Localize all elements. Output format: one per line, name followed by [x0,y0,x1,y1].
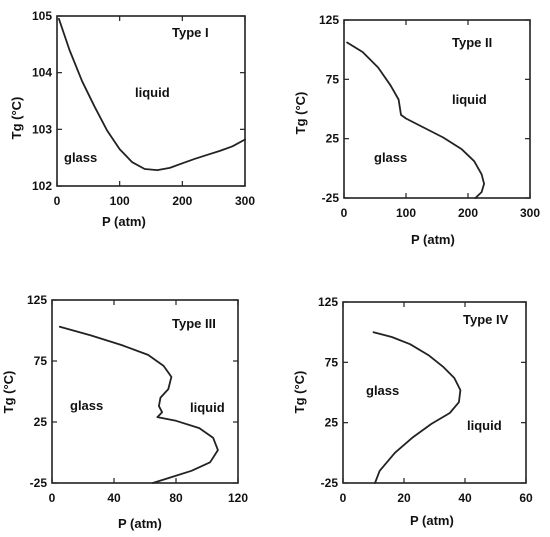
y-tick-labels: -25 25 75 125 [319,13,339,205]
region-label-liquid: liquid [190,400,225,415]
type-label: Type I [172,25,209,40]
axis-ticks [51,299,239,484]
x-tick-label: 20 [397,491,411,505]
x-axis-title: P (atm) [118,516,162,531]
plot-frame [56,15,246,187]
y-tick-label: 125 [27,293,47,307]
y-tick-label: 103 [32,122,52,136]
tg-curve [372,331,462,484]
y-tick-label: 125 [319,13,339,27]
y-tick-label: 104 [32,66,52,80]
x-tick-labels: 0 20 40 60 [340,491,533,505]
type-label: Type IV [463,312,509,327]
region-label-glass: glass [366,383,399,398]
tg-curve [58,17,246,171]
x-tick-label: 200 [172,194,192,208]
tg-curve [58,325,219,484]
y-tick-label: 125 [318,295,338,309]
y-tick-label: 25 [325,416,339,430]
axis-ticks [343,19,531,199]
panel-type-1: 0 100 200 300 102 103 104 105 Type I liquid gl… [9,9,255,229]
plot-frame [51,299,239,484]
region-label-liquid: liquid [452,92,487,107]
region-label-glass: glass [64,150,97,165]
type-label: Type III [172,316,216,331]
y-tick-label: -25 [321,476,339,490]
x-tick-label: 120 [228,491,248,505]
x-tick-label: 0 [54,194,61,208]
x-axis-title: P (atm) [411,232,455,247]
y-axis-title: Tg (°C) [293,92,308,135]
y-tick-label: -25 [322,191,340,205]
region-label-liquid: liquid [467,418,502,433]
tg-curve [346,41,485,199]
type-label: Type II [452,35,492,50]
axis-ticks [342,301,527,484]
y-tick-label: 75 [326,72,340,86]
y-tick-label: -25 [30,476,48,490]
y-axis-title: Tg (°C) [292,371,307,414]
x-tick-label: 0 [341,206,348,220]
panel-type-3: 0 40 80 120 -25 25 75 125 Type III glass liqui… [1,293,248,531]
x-tick-label: 0 [340,491,347,505]
x-tick-label: 100 [396,206,416,220]
x-tick-label: 100 [110,194,130,208]
x-tick-label: 300 [520,206,540,220]
y-tick-label: 25 [326,132,340,146]
y-tick-labels: 102 103 104 105 [32,9,52,193]
y-tick-labels: -25 25 75 125 [318,295,338,490]
y-tick-label: 75 [34,354,48,368]
y-tick-label: 75 [325,355,339,369]
y-tick-label: 105 [32,9,52,23]
x-tick-label: 0 [49,491,56,505]
x-tick-label: 80 [169,491,183,505]
y-axis-title: Tg (°C) [9,97,24,140]
x-tick-label: 60 [519,491,533,505]
x-tick-labels: 0 100 200 300 [341,206,541,220]
x-tick-labels: 0 40 80 120 [49,491,249,505]
x-axis-title: P (atm) [102,214,146,229]
region-label-glass: glass [70,398,103,413]
x-tick-label: 300 [235,194,255,208]
y-axis-title: Tg (°C) [1,371,16,414]
region-label-glass: glass [374,150,407,165]
axis-ticks [56,15,246,187]
x-tick-label: 40 [107,491,121,505]
x-axis-title: P (atm) [410,513,454,528]
panel-type-2: 0 100 200 300 -25 25 75 125 Type II liquid gla… [293,13,540,247]
y-tick-label: 102 [32,179,52,193]
x-tick-label: 200 [458,206,478,220]
x-tick-label: 40 [458,491,472,505]
y-tick-labels: -25 25 75 125 [27,293,47,490]
plot-frame [343,19,531,199]
x-tick-labels: 0 100 200 300 [54,194,256,208]
plot-frame [342,301,527,484]
region-label-liquid: liquid [135,85,170,100]
y-tick-label: 25 [34,415,48,429]
